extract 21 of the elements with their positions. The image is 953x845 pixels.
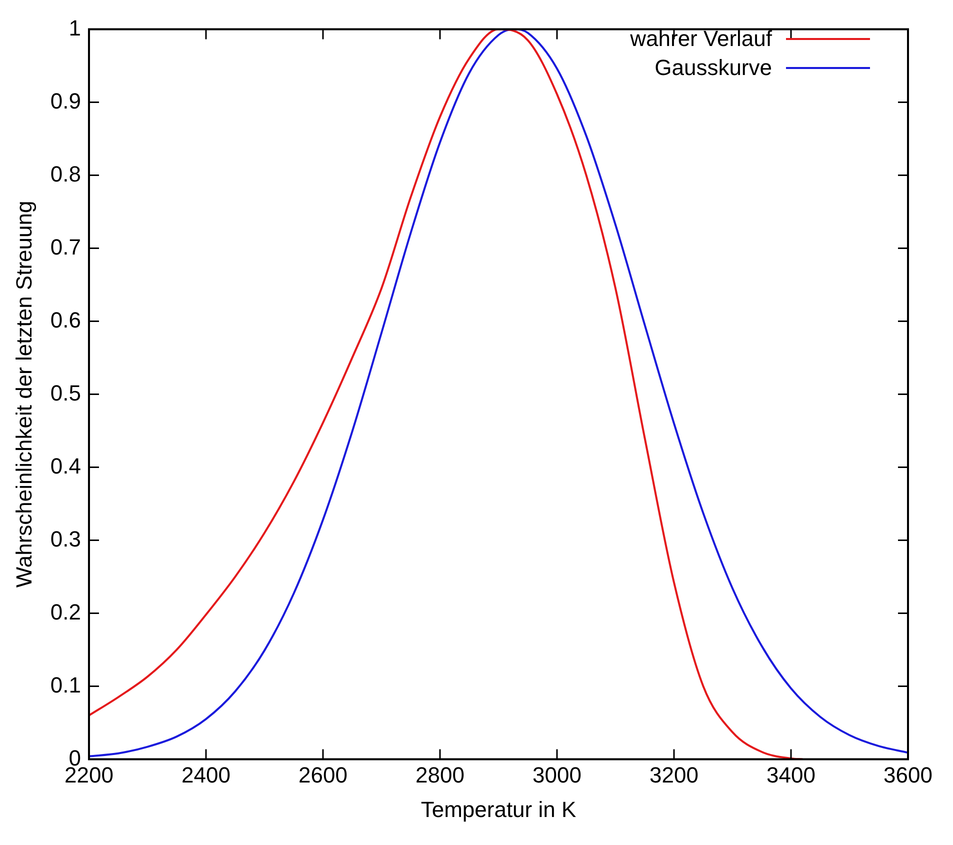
x-tick-label: 2600 bbox=[298, 762, 348, 788]
y-tick-label: 0.4 bbox=[50, 453, 81, 478]
x-tick-label: 3400 bbox=[766, 762, 816, 788]
x-tick-label: 3600 bbox=[884, 762, 932, 788]
y-tick-label: 0.3 bbox=[50, 526, 81, 552]
y-tick-label: 0.1 bbox=[50, 672, 81, 698]
x-axis-title: Temperatur in K bbox=[420, 796, 576, 822]
y-tick-label: 0.9 bbox=[50, 88, 81, 114]
y-axis-title: Wahrscheinlichkeit der letzten Streuung bbox=[11, 200, 36, 588]
legend-label: wahrer Verlauf bbox=[630, 25, 772, 53]
y-tick-label: 0.6 bbox=[50, 307, 81, 332]
y-tick-label: 0.7 bbox=[50, 234, 81, 260]
y-tick-label: 0.5 bbox=[50, 380, 81, 406]
x-tick-label: 2800 bbox=[416, 762, 464, 788]
y-tick-label: 0.8 bbox=[50, 161, 81, 186]
y-tick-label: 1 bbox=[68, 15, 81, 40]
x-tick-label: 2400 bbox=[182, 762, 230, 788]
legend-label: Gausskurve bbox=[654, 54, 772, 82]
y-tick-label: 0.2 bbox=[50, 599, 81, 624]
x-tick-label: 3000 bbox=[532, 762, 582, 788]
x-tick-label: 3200 bbox=[650, 762, 698, 788]
